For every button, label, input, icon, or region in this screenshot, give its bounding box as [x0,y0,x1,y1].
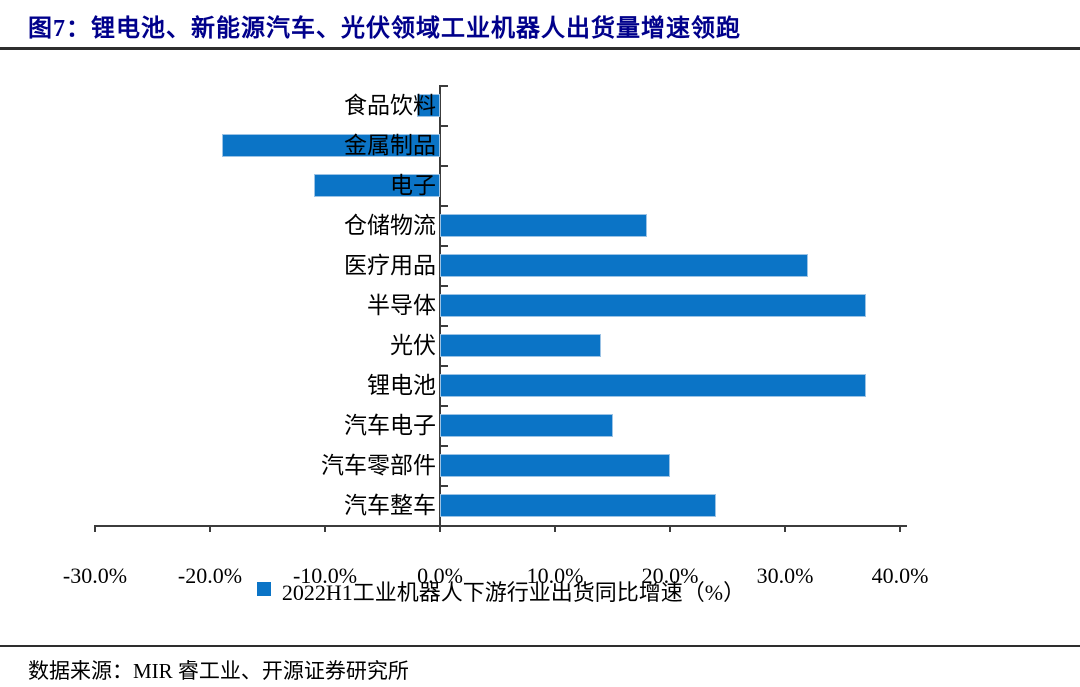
legend-label: 2022H1工业机器人下游行业出货同比增速（%） [281,580,746,605]
x-tick-label: 10.0% [526,563,584,588]
y-axis-tick [440,205,449,207]
plot-area: 食品饮料金属制品电子仓储物流医疗用品半导体光伏锂电池汽车电子汽车零部件汽车整车 [94,85,907,532]
y-axis-tick [440,245,449,247]
y-axis-tick [440,285,449,287]
x-tick-label: 0.0% [417,563,463,588]
y-axis-tick [440,365,449,367]
bar [440,493,717,517]
x-axis-tick [209,525,211,532]
bar [313,173,441,197]
category-label: 仓储物流 [344,212,437,238]
data-source: 数据来源：MIR 睿工业、开源证券研究所 [28,659,409,683]
category-label: 汽车整车 [344,492,437,518]
x-axis-line [95,525,907,527]
figure-title: 图7：锂电池、新能源汽车、光伏领域工业机器人出货量增速领跑 [28,16,741,42]
bar [417,93,441,117]
y-axis-tick [440,485,449,487]
category-label: 金属制品 [344,132,437,158]
bar [221,133,441,157]
y-axis-tick [440,325,449,327]
x-tick-label: 30.0% [756,563,814,588]
x-axis-tick [669,525,672,532]
x-axis-tick [94,525,96,532]
x-axis-tick [324,525,327,532]
x-tick-label: -20.0% [177,563,243,588]
title-divider [0,47,1080,50]
bar [440,293,866,317]
bar [440,453,671,477]
bar [440,253,809,277]
legend-swatch-icon [256,582,271,596]
category-label: 汽车零部件 [321,452,437,478]
bar-chart: 食品饮料 金属制品 电子 仓储物流 医疗用品 半导体 光伏 锂电池 汽车电子 汽车零部件 汽车整车 … [0,60,1080,605]
x-tick-label: -30.0% [62,563,128,588]
category-label: 半导体 [367,292,437,318]
y-axis-tick [440,125,449,127]
y-axis-tick [440,165,449,167]
x-tick-label: 40.0% [871,563,929,588]
bar [440,413,613,437]
y-axis-tick [440,405,449,407]
category-label: 医疗用品 [344,252,437,278]
category-label: 汽车电子 [344,412,437,438]
bar [440,333,602,357]
y-axis-tick [440,85,449,87]
x-axis-tick [784,525,787,532]
footer-divider [0,645,1080,647]
x-axis-tick [899,525,902,532]
category-label: 锂电池 [367,372,437,398]
bar [440,213,648,237]
bar [440,373,866,397]
legend: 2022H1工业机器人下游行业出货同比增速（%） [95,575,907,607]
y-axis-tick [440,445,449,447]
x-axis-tick [439,525,442,532]
x-axis-tick [554,525,557,532]
category-label: 光伏 [390,332,437,358]
category-label: 食品饮料 [344,92,437,118]
category-label: 电子 [390,172,437,198]
x-tick-label: 20.0% [641,563,699,588]
x-tick-label: -10.0% [292,563,358,588]
